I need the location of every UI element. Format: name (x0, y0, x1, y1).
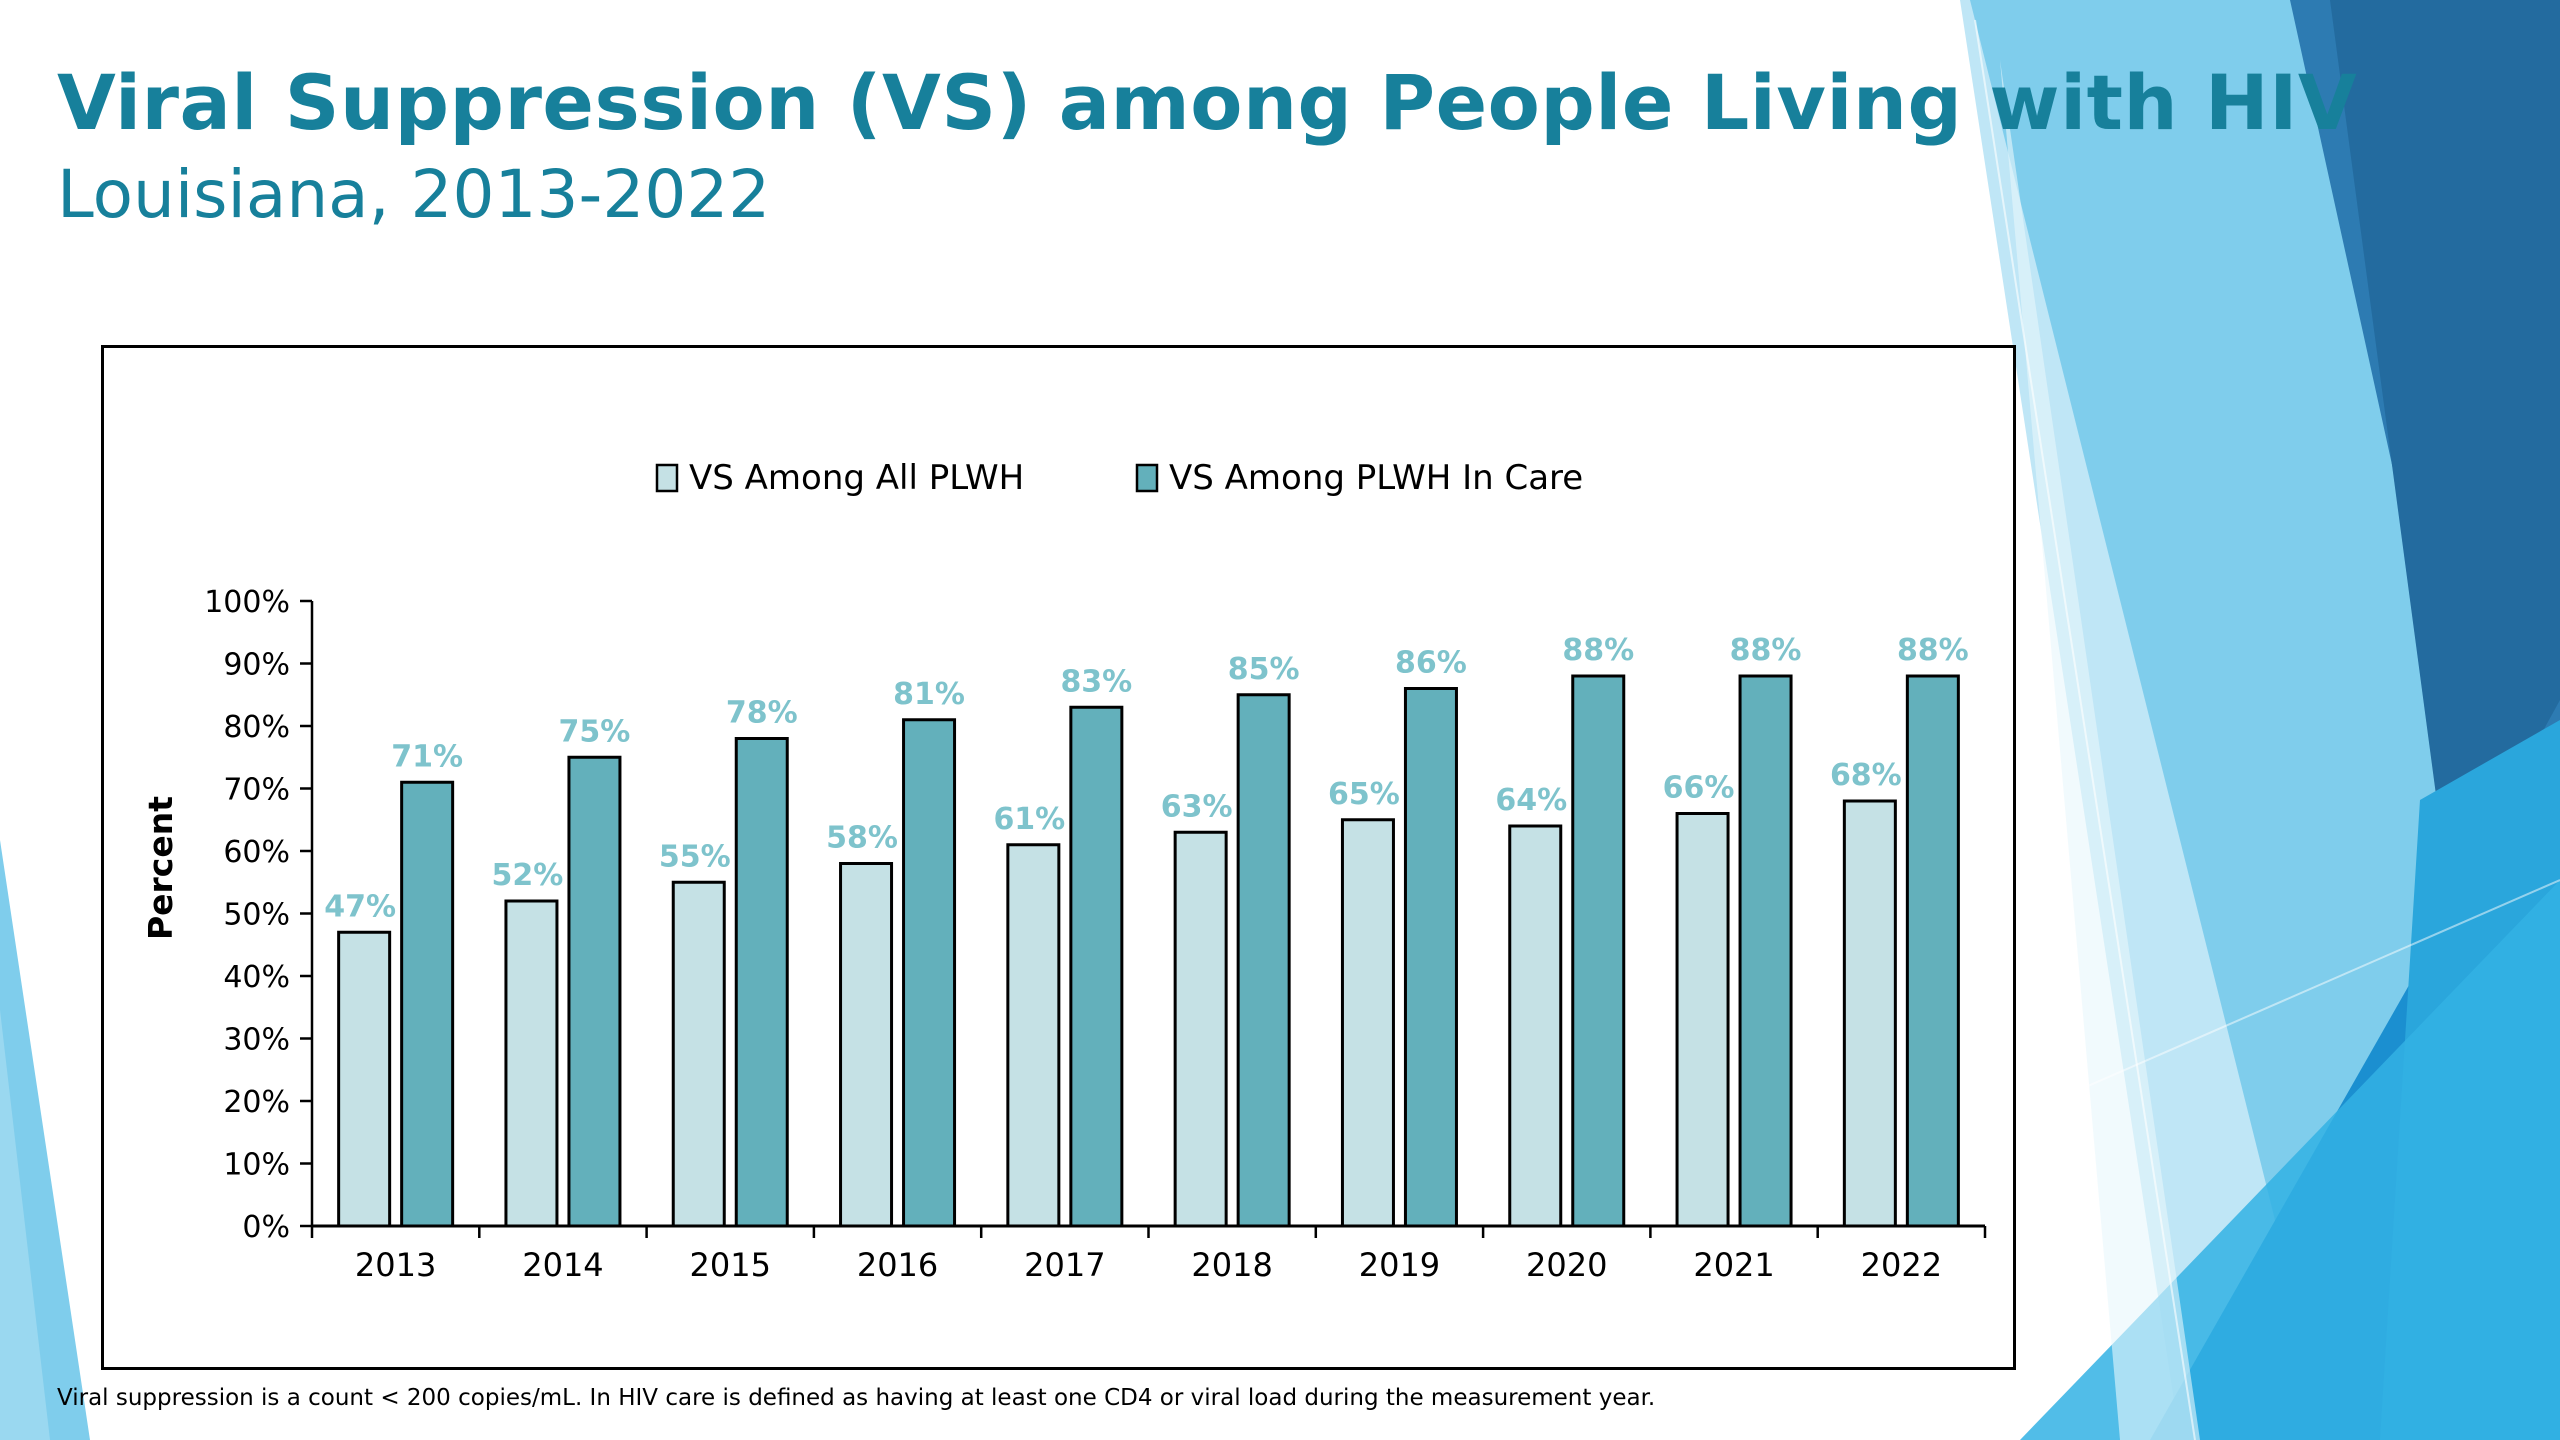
legend: VS Among All PLWH VS Among PLWH In Care (655, 458, 1583, 498)
data-label: 81% (893, 677, 965, 712)
bar-all-plwh-2018 (1173, 830, 1228, 1228)
data-label: 55% (659, 839, 731, 874)
data-label: 47% (324, 889, 396, 924)
data-label: 83% (1060, 664, 1132, 699)
bar-plwh-in-care-2018 (1236, 693, 1291, 1228)
y-axis-label: Percent (141, 796, 180, 940)
bar-plwh-in-care-2021 (1738, 674, 1793, 1228)
bar-plwh-in-care-2020 (1571, 674, 1626, 1228)
bar-all-plwh-2020 (1508, 824, 1563, 1228)
data-label: 88% (1562, 633, 1634, 668)
legend-swatch-all-plwh (655, 463, 679, 493)
bar-all-plwh-2013 (337, 930, 392, 1228)
data-label: 52% (492, 858, 564, 893)
y-tick-label: 60% (223, 835, 290, 870)
y-tick-label: 100% (204, 585, 290, 620)
y-tick-label: 10% (223, 1148, 290, 1183)
data-label: 64% (1495, 783, 1567, 818)
data-label: 75% (559, 714, 631, 749)
bar-plwh-in-care-2013 (400, 780, 455, 1228)
data-label: 63% (1161, 789, 1233, 824)
legend-swatch-plwh-in-care (1135, 463, 1159, 493)
data-label: 68% (1830, 758, 1902, 793)
data-label: 65% (1328, 777, 1400, 812)
data-label: 58% (826, 821, 898, 856)
x-tick-label: 2018 (1191, 1246, 1272, 1284)
x-tick-label: 2016 (857, 1246, 938, 1284)
y-tick-label: 50% (223, 898, 290, 933)
y-tick-label: 20% (223, 1085, 290, 1120)
y-tick-label: 80% (223, 710, 290, 745)
bar-plwh-in-care-2015 (734, 737, 789, 1228)
bar-plwh-in-care-2017 (1069, 705, 1124, 1228)
bar-all-plwh-2015 (671, 880, 726, 1228)
x-tick-label: 2015 (690, 1246, 771, 1284)
y-tick-label: 90% (223, 648, 290, 683)
slide-subtitle: Louisiana, 2013-2022 (57, 156, 771, 233)
x-tick-label: 2021 (1693, 1246, 1774, 1284)
data-label: 66% (1663, 771, 1735, 806)
bar-all-plwh-2016 (839, 862, 894, 1228)
data-label: 85% (1228, 652, 1300, 687)
y-tick-label: 70% (223, 773, 290, 808)
y-tick-label: 0% (242, 1210, 290, 1245)
x-tick-label: 2014 (522, 1246, 603, 1284)
y-tick-label: 30% (223, 1023, 290, 1058)
x-tick-label: 2013 (355, 1246, 436, 1284)
bar-all-plwh-2021 (1675, 812, 1730, 1228)
footnote: Viral suppression is a count < 200 copie… (57, 1385, 1656, 1411)
bar-all-plwh-2019 (1340, 818, 1395, 1228)
slide-title: Viral Suppression (VS) among People Livi… (57, 58, 2358, 147)
bar-all-plwh-2017 (1006, 843, 1061, 1228)
bar-plwh-in-care-2016 (902, 718, 957, 1228)
bar-plwh-in-care-2019 (1403, 687, 1458, 1228)
bar-plwh-in-care-2022 (1905, 674, 1960, 1228)
data-label: 71% (391, 739, 463, 774)
x-tick-label: 2022 (1861, 1246, 1942, 1284)
plot-area: 0% 10% 20% 30% 40% 50% 60% 70% 80% 90% 100% 47% 71% 2… (204, 585, 1987, 1284)
data-label: 61% (993, 802, 1065, 837)
legend-label-plwh-in-care: VS Among PLWH In Care (1169, 458, 1583, 498)
y-tick-label: 40% (223, 960, 290, 995)
x-tick-label: 2020 (1526, 1246, 1607, 1284)
data-label: 88% (1897, 633, 1969, 668)
x-tick-label: 2019 (1359, 1246, 1440, 1284)
data-label: 88% (1730, 633, 1802, 668)
bar-plwh-in-care-2014 (567, 755, 622, 1228)
x-tick-label: 2017 (1024, 1246, 1105, 1284)
chart-frame: VS Among All PLWH VS Among PLWH In Care … (101, 345, 2016, 1370)
legend-label-all-plwh: VS Among All PLWH (689, 458, 1024, 498)
data-label: 78% (726, 696, 798, 731)
bar-chart: VS Among All PLWH VS Among PLWH In Care … (141, 458, 1987, 1284)
data-label: 86% (1395, 646, 1467, 681)
bar-all-plwh-2014 (504, 899, 559, 1228)
bar-all-plwh-2022 (1842, 799, 1897, 1228)
